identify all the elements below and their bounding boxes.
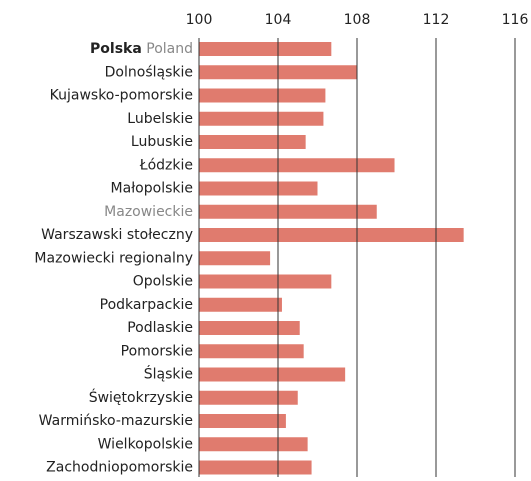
y-tick-label: Polska Poland (90, 41, 193, 57)
bar (199, 367, 346, 382)
bar (199, 344, 304, 359)
x-tick-label: 116 (502, 12, 529, 28)
bar (199, 251, 271, 266)
y-tick-label: Warmińsko-mazurskie (39, 413, 193, 429)
category-name: Łódzkie (139, 157, 193, 173)
bar (199, 158, 395, 173)
y-tick-label: Małopolskie (111, 181, 193, 197)
y-tick-label: Mazowiecki regionalny (34, 250, 193, 266)
bar (199, 390, 298, 405)
y-tick-label: Opolskie (133, 274, 193, 290)
y-tick-label: Dolnośląskie (105, 64, 193, 80)
x-tick-label: 108 (344, 12, 371, 28)
y-tick-label: Wielkopolskie (98, 436, 193, 452)
x-tick-label: 100 (186, 12, 213, 28)
category-name: Mazowieckie (104, 204, 193, 220)
category-name: Wielkopolskie (98, 436, 193, 452)
y-tick-label: Świętokrzyskie (89, 388, 193, 406)
category-name: Zachodniopomorskie (46, 460, 193, 476)
y-tick-label: Pomorskie (121, 343, 193, 359)
bar (199, 274, 332, 289)
category-name: Mazowiecki regionalny (34, 250, 193, 266)
category-name: Podkarpackie (100, 297, 193, 313)
category-name: Dolnośląskie (105, 64, 193, 80)
bar (199, 181, 318, 196)
bar (199, 135, 306, 149)
bar (199, 414, 286, 428)
bar (199, 111, 324, 126)
bar (199, 42, 332, 56)
y-tick-label: Śląskie (144, 365, 193, 383)
bar (199, 460, 312, 475)
category-name: Lubuskie (131, 134, 193, 150)
x-tick-label: 112 (423, 12, 450, 28)
category-name: Pomorskie (121, 343, 193, 359)
category-name: Małopolskie (111, 181, 193, 197)
bar (199, 228, 464, 242)
bar (199, 437, 308, 452)
y-tick-label: Podkarpackie (100, 297, 193, 313)
y-tick-label: Zachodniopomorskie (46, 460, 193, 476)
y-tick-label: Łódzkie (139, 157, 193, 173)
x-tick-label: 104 (265, 12, 292, 28)
category-name: Warszawski stołeczny (41, 227, 193, 243)
bar (199, 297, 282, 312)
category-name: Lubelskie (127, 111, 193, 127)
y-tick-label: Podlaskie (127, 320, 193, 336)
bar (199, 204, 377, 219)
y-tick-label: Kujawsko-pomorskie (50, 88, 193, 104)
y-tick-label: Mazowieckie (104, 204, 193, 220)
bar (199, 321, 300, 335)
y-tick-label: Warszawski stołeczny (41, 227, 193, 243)
category-name: Podlaskie (127, 320, 193, 336)
category-name: Świętokrzyskie (89, 388, 193, 406)
category-name: Śląskie (144, 365, 193, 383)
y-tick-label: Lubuskie (131, 134, 193, 150)
category-name: Warmińsko-mazurskie (39, 413, 193, 429)
bar (199, 88, 326, 103)
category-english: Poland (146, 41, 193, 57)
category-name: Opolskie (133, 274, 193, 290)
category-name: Kujawsko-pomorskie (50, 88, 193, 104)
y-tick-label: Lubelskie (127, 111, 193, 127)
category-name: Polska (90, 41, 142, 57)
